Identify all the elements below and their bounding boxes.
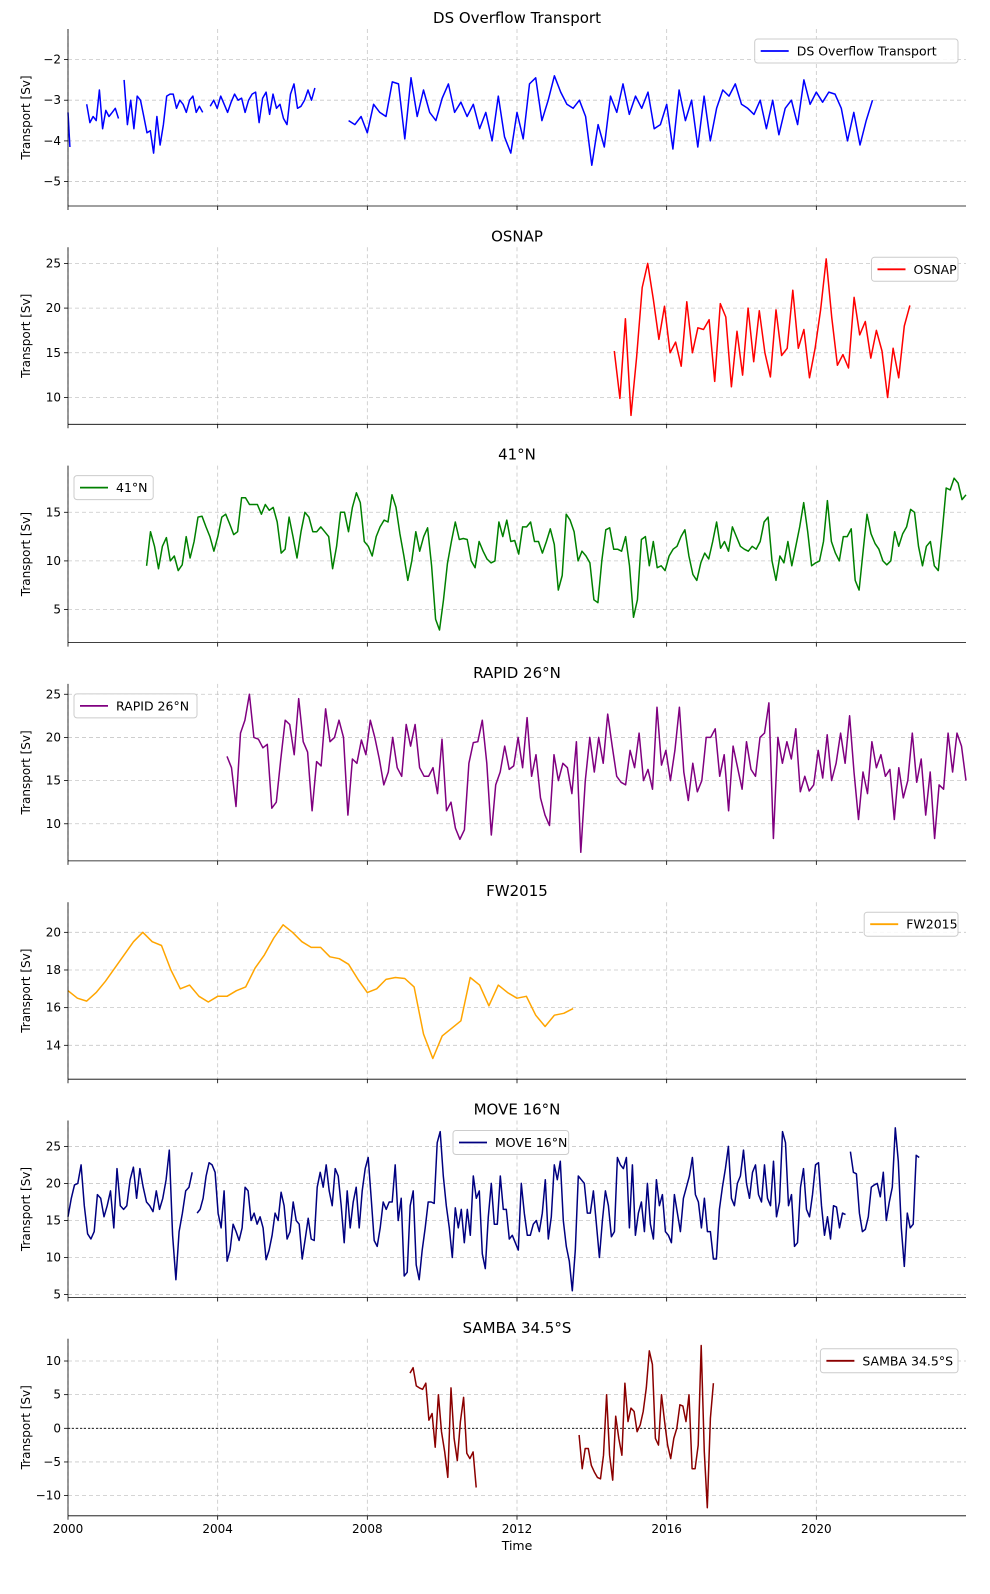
- series-line-segment: [85, 89, 120, 130]
- series-line-segment: [196, 1130, 846, 1292]
- y-tick-label: 10: [46, 1251, 61, 1265]
- legend: SAMBA 34.5°S: [819, 1348, 959, 1374]
- x-tick-label: 2004: [202, 1522, 233, 1536]
- y-tick-label: 10: [46, 1354, 61, 1368]
- legend-box: [73, 475, 154, 501]
- legend-box: [819, 1348, 959, 1374]
- x-tick-label: 2008: [352, 1522, 383, 1536]
- x-tick-label: 2012: [502, 1522, 533, 1536]
- subplot-0: −5 −4 −3 −2 DS Overflow Transport Transport […: [19, 9, 966, 210]
- y-tick-label: −10: [36, 1489, 61, 1503]
- legend: DS Overflow Transport: [754, 38, 959, 64]
- y-tick-label: −3: [43, 93, 61, 107]
- y-axis-label: Transport [Sv]: [19, 75, 33, 160]
- subplot-title: SAMBA 34.5°S: [463, 1319, 572, 1337]
- series-line-segment: [613, 258, 911, 417]
- subplot-title: OSNAP: [491, 227, 543, 245]
- y-axis-label: Transport [Sv]: [19, 294, 33, 379]
- y-tick-label: −4: [43, 134, 61, 148]
- subplot-title: DS Overflow Transport: [433, 9, 601, 27]
- legend-box: [871, 256, 959, 282]
- y-tick-label: 15: [46, 505, 61, 519]
- y-tick-label: 25: [46, 687, 61, 701]
- y-tick-label: 20: [46, 301, 61, 315]
- y-axis-label: Transport [Sv]: [19, 1167, 33, 1252]
- y-tick-label: 20: [46, 730, 61, 744]
- series-line-segment: [409, 1366, 477, 1488]
- y-tick-label: −5: [43, 1455, 61, 1469]
- x-tick-label: 2020: [801, 1522, 832, 1536]
- x-tick-label: 2000: [53, 1522, 84, 1536]
- y-axis-label: Transport [Sv]: [19, 949, 33, 1034]
- series-line-segment: [145, 477, 967, 631]
- y-tick-label: 15: [46, 774, 61, 788]
- series-line-segment: [209, 83, 316, 126]
- legend-label: RAPID 26°N: [116, 698, 189, 713]
- y-tick-label: 5: [53, 1288, 61, 1302]
- y-tick-label: 15: [46, 1213, 61, 1227]
- subplot-title: MOVE 16°N: [474, 1101, 561, 1119]
- legend-label: FW2015: [906, 917, 957, 932]
- y-tick-label: 18: [46, 963, 61, 977]
- legend: 41°N: [73, 475, 154, 501]
- y-tick-label: 14: [46, 1038, 61, 1052]
- legend: FW2015: [863, 911, 959, 937]
- legend-label: DS Overflow Transport: [797, 44, 937, 59]
- subplot-2: 5 10 15 41°N Transport [Sv] 41°N: [19, 446, 967, 647]
- subplot-5: 5 10 15 20 25 MOVE 16°N Transport [Sv] MOVE 16°…: [19, 1101, 966, 1302]
- x-tick-label: 2016: [651, 1522, 682, 1536]
- series-line-segment: [123, 79, 204, 154]
- y-tick-label: 0: [53, 1421, 61, 1435]
- y-tick-label: 10: [46, 817, 61, 831]
- y-tick-label: 10: [46, 554, 61, 568]
- subplot-6: −10 −5 0 5 10 2000 2004 2008 2012 2016 2020 SAMBA 3…: [19, 1319, 966, 1536]
- series-line-segment: [348, 75, 874, 167]
- subplot-title: RAPID 26°N: [473, 664, 561, 682]
- y-axis-label: Transport [Sv]: [19, 1385, 33, 1470]
- y-axis-label: Transport [Sv]: [19, 512, 33, 597]
- y-tick-label: −5: [43, 175, 61, 189]
- y-tick-label: 16: [46, 1001, 61, 1015]
- legend-box: [452, 1130, 570, 1155]
- series-line-segment: [849, 1127, 920, 1268]
- legend-box: [863, 911, 959, 937]
- series-line-segment: [578, 1344, 715, 1509]
- y-tick-label: 10: [46, 390, 61, 404]
- y-tick-label: 25: [46, 1139, 61, 1153]
- subplot-3: 10 15 20 25 RAPID 26°N Transport [Sv] RAPID 26…: [19, 664, 967, 865]
- legend: MOVE 16°N: [452, 1130, 570, 1155]
- y-tick-label: 5: [53, 603, 61, 617]
- subplot-title: 41°N: [498, 446, 536, 464]
- legend-box: [73, 693, 198, 719]
- x-axis-label: Time: [501, 1538, 533, 1553]
- legend-box: [754, 38, 959, 64]
- legend-label: MOVE 16°N: [495, 1135, 567, 1150]
- y-tick-label: 5: [53, 1388, 61, 1402]
- legend-label: 41°N: [116, 480, 148, 495]
- legend-label: SAMBA 34.5°S: [862, 1353, 953, 1368]
- y-tick-label: 20: [46, 925, 61, 939]
- subplot-1: 10 15 20 25 OSNAP Transport [Sv] OSNAP: [19, 227, 966, 429]
- legend: OSNAP: [871, 256, 959, 282]
- y-tick-label: 25: [46, 256, 61, 270]
- y-axis-label: Transport [Sv]: [19, 730, 33, 815]
- series-line-segment: [67, 1149, 193, 1281]
- y-tick-label: 15: [46, 346, 61, 360]
- subplot-4: 14 16 18 20 FW2015 Transport [Sv] FW2015: [19, 882, 966, 1084]
- legend-label: OSNAP: [914, 262, 958, 277]
- y-tick-label: 20: [46, 1176, 61, 1190]
- subplot-title: FW2015: [486, 882, 548, 900]
- series-line-segment: [226, 693, 967, 854]
- y-tick-label: −2: [43, 53, 61, 67]
- series-line-segment: [67, 924, 574, 1060]
- legend: RAPID 26°N: [73, 693, 198, 719]
